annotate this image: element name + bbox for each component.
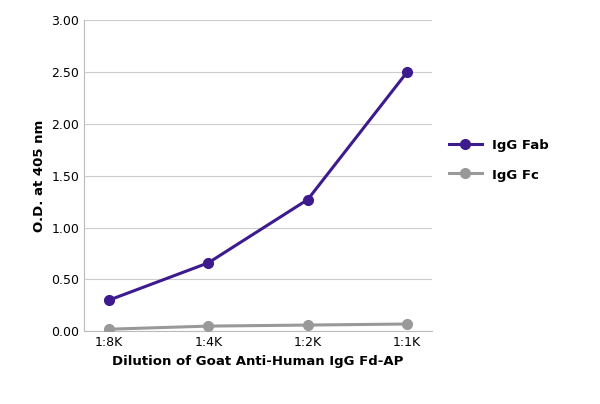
IgG Fc [205,324,212,328]
IgG Fc [304,323,311,328]
Legend: IgG Fab, IgG Fc: IgG Fab, IgG Fc [442,132,556,188]
IgG Fab [304,197,311,202]
IgG Fab [404,69,411,74]
IgG Fc [105,327,112,332]
Y-axis label: O.D. at 405 nm: O.D. at 405 nm [32,120,46,232]
IgG Fab [205,261,212,265]
Line: IgG Fab: IgG Fab [104,67,412,305]
IgG Fc [404,322,411,326]
X-axis label: Dilution of Goat Anti-Human IgG Fd-AP: Dilution of Goat Anti-Human IgG Fd-AP [112,355,404,368]
IgG Fab [105,298,112,303]
Line: IgG Fc: IgG Fc [104,319,412,334]
